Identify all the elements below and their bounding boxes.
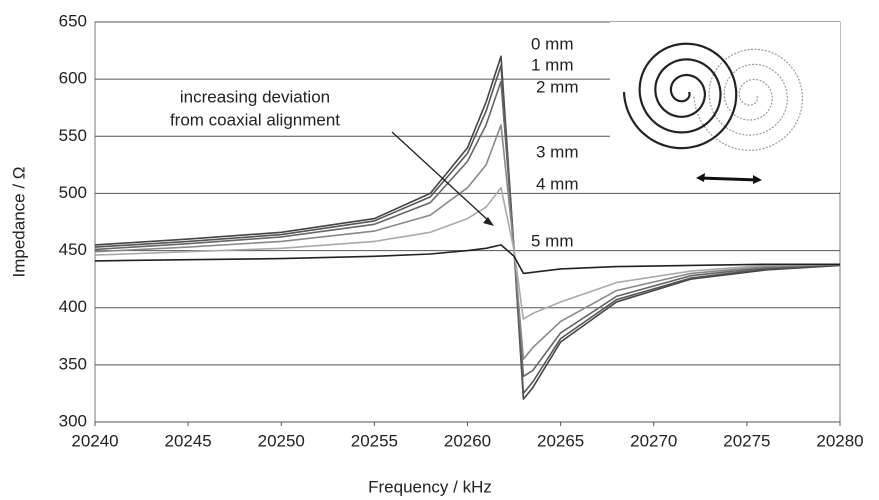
annotation: from coaxial alignment: [170, 110, 340, 129]
x-tick-label: 20240: [71, 431, 118, 450]
inset-arrow: [700, 178, 758, 180]
x-tick-label: 20265: [537, 431, 584, 450]
x-tick-label: 20250: [258, 431, 305, 450]
series-label: 4 mm: [536, 174, 579, 193]
y-tick-label: 400: [59, 297, 87, 316]
y-tick-label: 300: [59, 411, 87, 430]
y-tick-label: 500: [59, 183, 87, 202]
y-tick-label: 450: [59, 240, 87, 259]
x-tick-label: 20260: [444, 431, 491, 450]
series-label: 2 mm: [536, 77, 579, 96]
x-axis-label: Frequency / kHz: [368, 477, 492, 496]
series-label: 1 mm: [531, 55, 574, 74]
y-tick-label: 650: [59, 11, 87, 30]
x-tick-label: 20275: [723, 431, 770, 450]
annotation: increasing deviation: [180, 87, 330, 106]
chart: Frequency / kHz Impedance / Ω 300 350 400 4…: [0, 0, 879, 500]
x-tick-label: 20280: [816, 431, 863, 450]
series-label: 3 mm: [536, 142, 579, 161]
y-tick-label: 600: [59, 69, 87, 88]
y-axis-label: Impedance / Ω: [9, 167, 28, 278]
x-tick-label: 20245: [164, 431, 211, 450]
series-label: 5 mm: [531, 231, 574, 250]
series-label: 0 mm: [531, 34, 574, 53]
y-tick-label: 550: [59, 126, 87, 145]
x-tick-label: 20255: [351, 431, 398, 450]
y-tick-label: 350: [59, 354, 87, 373]
x-tick-label: 20270: [630, 431, 677, 450]
